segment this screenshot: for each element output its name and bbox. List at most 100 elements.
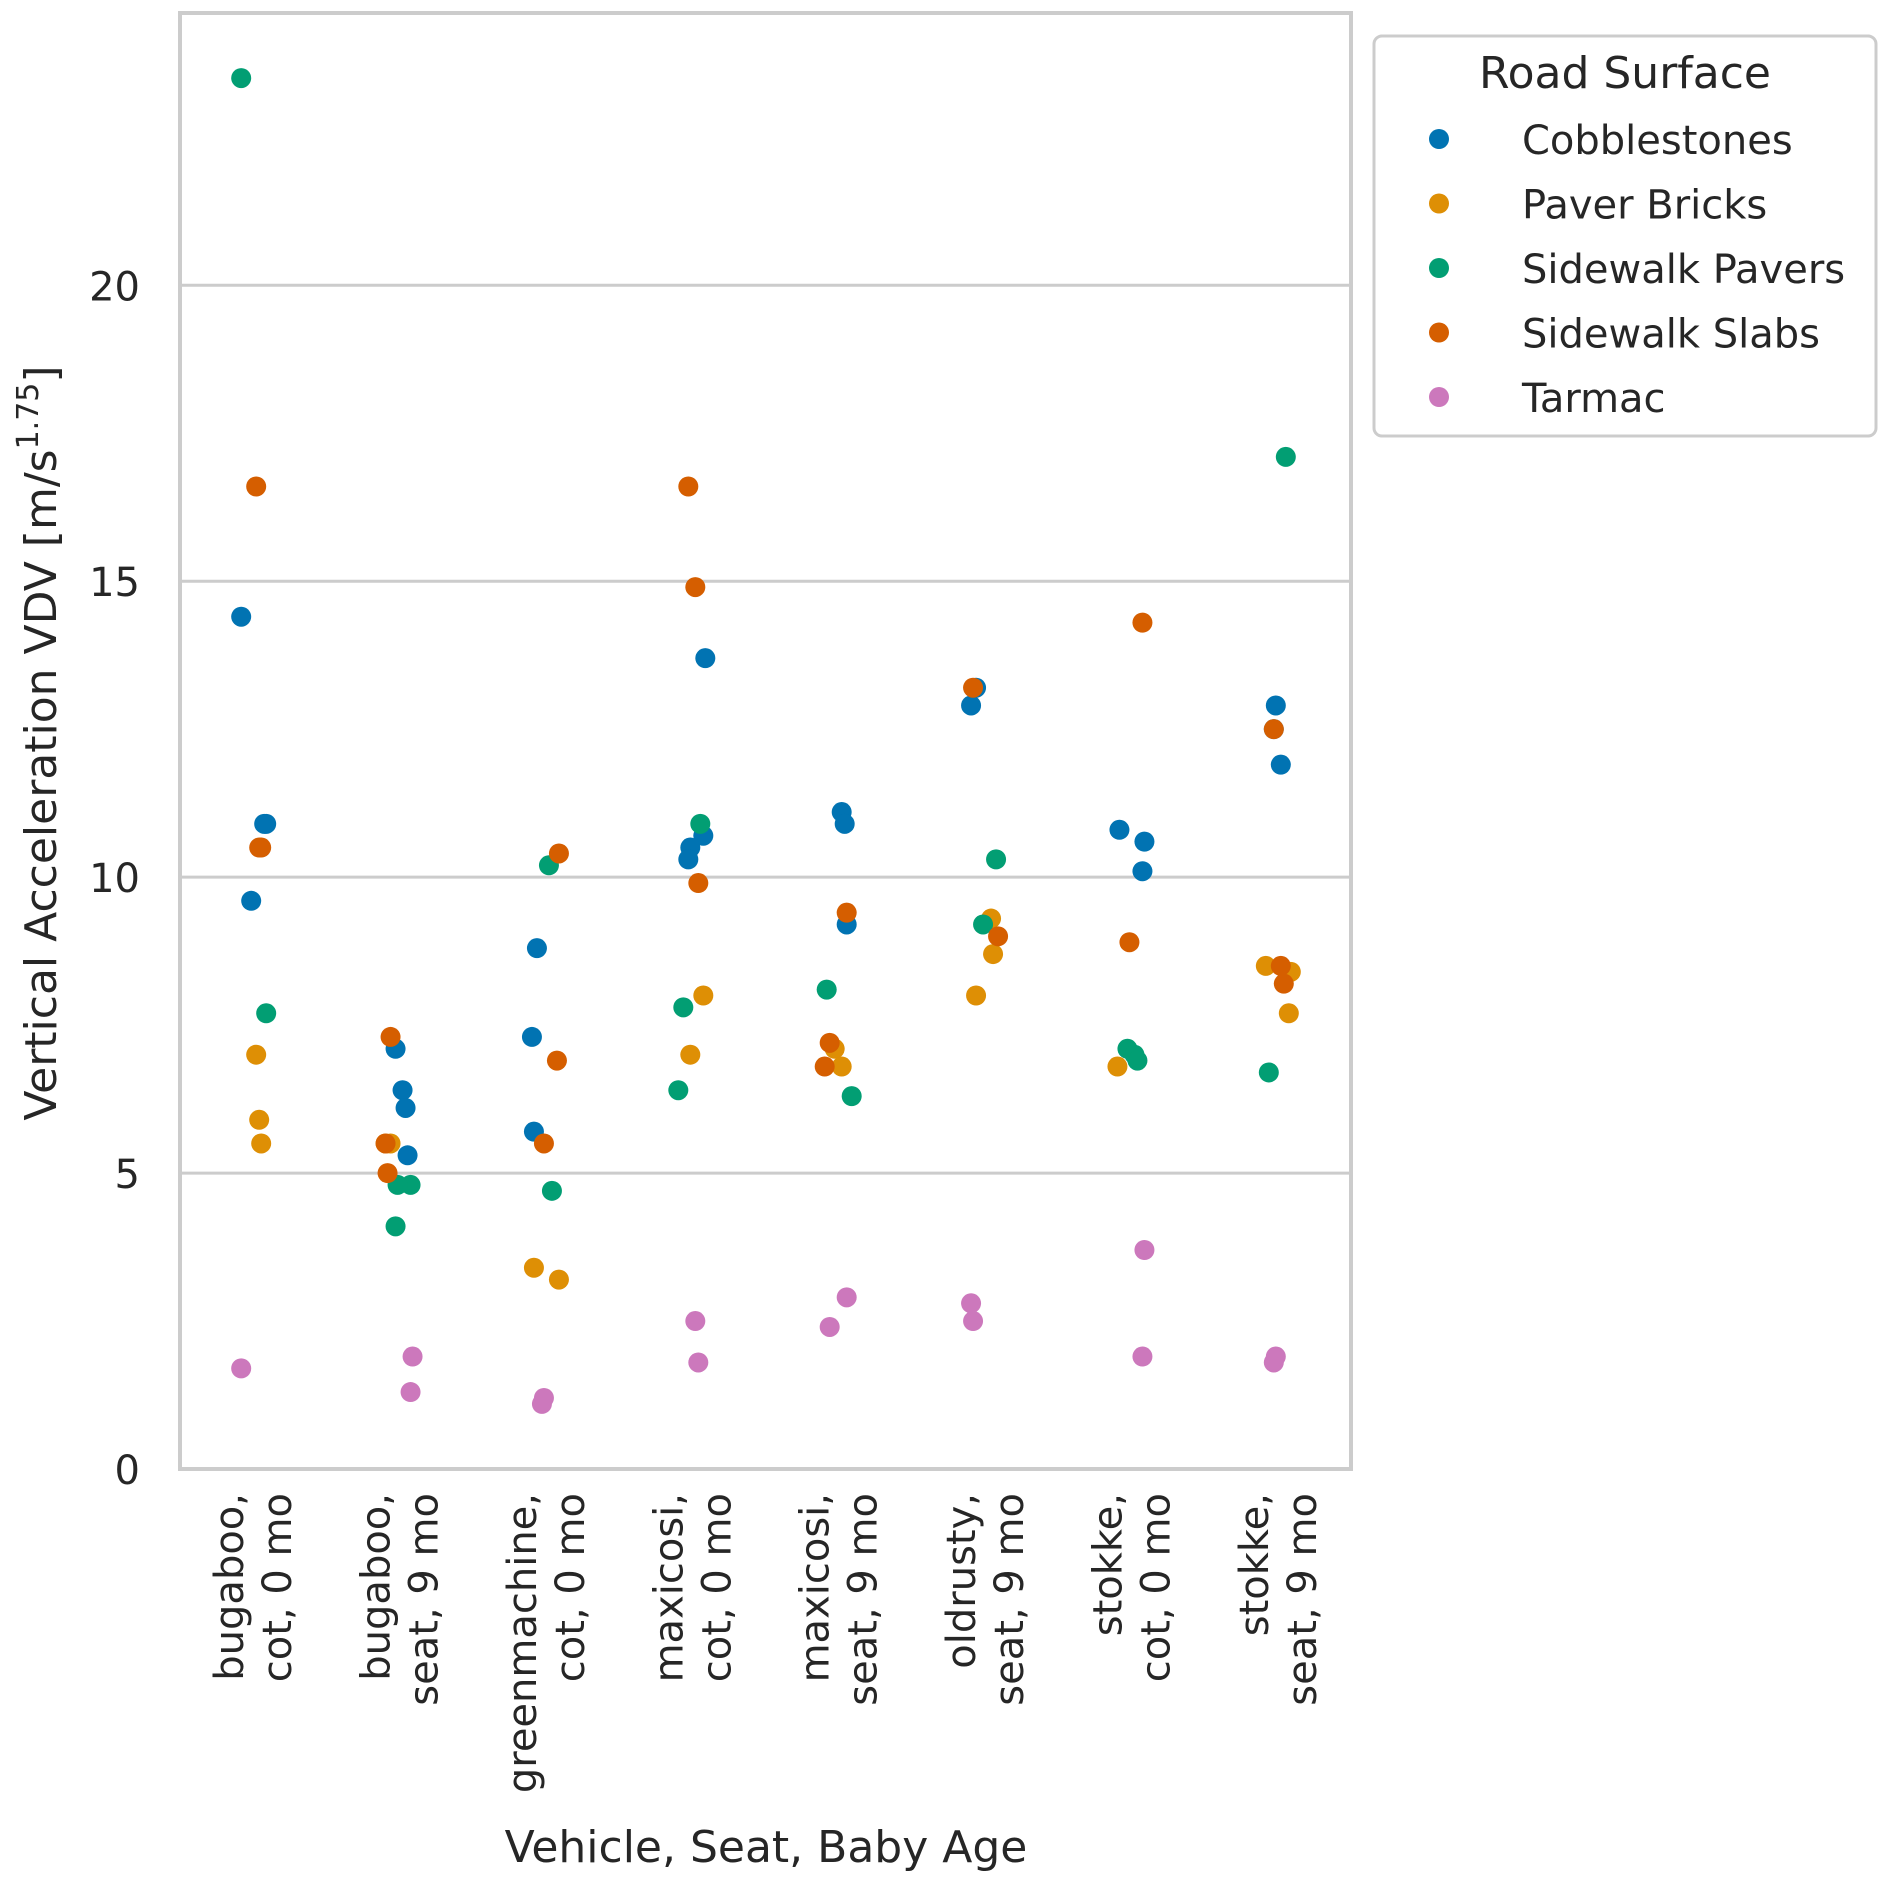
y-axis-label: Vertical Acceleration VDV [m/s1.75]: [11, 365, 67, 1120]
legend-label: Cobblestones: [1522, 118, 1793, 164]
data-point: [249, 1109, 270, 1130]
legend-marker: [1429, 322, 1449, 343]
y-tick-label: 0: [115, 1448, 140, 1494]
data-point: [1270, 955, 1291, 976]
data-point: [1109, 819, 1130, 840]
y-tick-labels: 0 5 10 15 20: [89, 264, 140, 1494]
x-tick-label-line: seat, 9 mo: [841, 1493, 887, 1706]
data-point: [256, 1003, 277, 1024]
data-point: [395, 1097, 416, 1118]
data-point: [1278, 1003, 1299, 1024]
x-tick-label-text: stokke,seat, 9 mo: [1232, 1493, 1326, 1706]
data-point: [831, 1056, 852, 1077]
x-tick-label-line: cot, 0 mo: [1133, 1493, 1179, 1682]
x-tick-label: bugaboo,seat, 9 mo: [354, 1493, 448, 1706]
y-tick-label: 5: [115, 1152, 140, 1198]
data-point: [254, 813, 275, 834]
x-tick-label-line: bugaboo,: [354, 1493, 400, 1681]
data-point: [241, 890, 262, 911]
data-point: [377, 1163, 398, 1184]
data-point: [1107, 1056, 1128, 1077]
data-point: [814, 1056, 835, 1077]
data-point: [375, 1133, 396, 1154]
data-point: [690, 813, 711, 834]
data-point: [819, 1316, 840, 1337]
data-point: [251, 1133, 272, 1154]
data-points: [231, 68, 1301, 1414]
data-point: [526, 938, 547, 959]
x-tick-label-line: cot, 0 mo: [694, 1493, 740, 1682]
x-tick-label: maxicosi,seat, 9 mo: [793, 1493, 887, 1706]
x-tick-label-line: cot, 0 mo: [548, 1493, 594, 1682]
plot-frame: [178, 11, 1353, 1471]
data-point: [963, 1311, 984, 1332]
data-point: [819, 1032, 840, 1053]
data-point: [231, 68, 252, 89]
x-tick-label-line: bugaboo,: [207, 1493, 253, 1681]
y-axis-label-main: Vertical Acceleration VDV [m/s: [16, 449, 67, 1120]
x-tick-label: bugaboo,cot, 0 mo: [207, 1493, 301, 1682]
legend-label: Paver Bricks: [1522, 183, 1767, 229]
data-point: [834, 813, 855, 834]
data-point: [380, 1026, 401, 1047]
data-point: [678, 849, 699, 870]
legend-box: [1372, 34, 1878, 438]
data-point: [963, 677, 984, 698]
y-axis-label-exponent: 1.75: [11, 383, 46, 450]
data-point: [1263, 719, 1284, 740]
legend-marker: [1429, 387, 1449, 407]
data-point: [1134, 1240, 1155, 1261]
x-tick-label-text: bugaboo,seat, 9 mo: [354, 1493, 448, 1706]
data-point: [533, 1133, 554, 1154]
data-point: [1273, 973, 1294, 994]
x-tick-label-line: maxicosi,: [793, 1493, 839, 1682]
legend-label: Sidewalk Slabs: [1522, 312, 1820, 358]
data-point: [548, 843, 569, 864]
data-point: [1258, 1062, 1279, 1083]
x-tick-label-line: oldrusty,: [939, 1493, 985, 1669]
data-point: [678, 476, 699, 497]
data-point: [1265, 695, 1286, 716]
data-point: [1263, 1352, 1284, 1373]
y-axis-label-close: ]: [16, 365, 67, 382]
y-tick-label: 10: [89, 856, 140, 902]
data-point: [548, 1269, 569, 1290]
data-point: [402, 1346, 423, 1367]
data-point: [1270, 754, 1291, 775]
x-tick-label: greenmachine,cot, 0 mo: [500, 1493, 594, 1793]
x-tick-label-text: greenmachine,cot, 0 mo: [500, 1493, 594, 1793]
x-tick-label: stokke,seat, 9 mo: [1232, 1493, 1326, 1706]
x-tick-label-text: maxicosi,seat, 9 mo: [793, 1493, 887, 1706]
data-point: [841, 1086, 862, 1107]
data-point: [392, 1080, 413, 1101]
data-point: [1132, 612, 1153, 633]
data-point: [400, 1382, 421, 1403]
data-point: [385, 1216, 406, 1237]
data-point: [546, 1050, 567, 1071]
legend-marker: [1429, 129, 1449, 149]
data-point: [988, 926, 1009, 947]
data-point: [986, 849, 1007, 870]
legend-title: Road Surface: [1479, 48, 1771, 99]
data-point: [685, 577, 706, 598]
legend-items: Cobblestones Paver Bricks Sidewalk Pavers S…: [1429, 118, 1845, 422]
x-tick-label-text: bugaboo,cot, 0 mo: [207, 1493, 301, 1682]
data-point: [973, 914, 994, 935]
data-point: [836, 902, 857, 923]
data-point: [246, 476, 267, 497]
x-tick-label-line: seat, 9 mo: [402, 1493, 448, 1706]
data-point: [961, 1293, 982, 1314]
legend-label: Tarmac: [1521, 376, 1666, 422]
legend-marker: [1429, 258, 1449, 278]
x-tick-label: oldrusty,seat, 9 mo: [939, 1493, 1033, 1706]
x-tick-label-line: cot, 0 mo: [255, 1493, 301, 1682]
data-point: [231, 606, 252, 627]
data-point: [961, 695, 982, 716]
data-point: [685, 1311, 706, 1332]
data-point: [816, 979, 837, 1000]
data-point: [523, 1257, 544, 1278]
data-point: [397, 1145, 418, 1166]
x-tick-label-text: oldrusty,seat, 9 mo: [939, 1493, 1033, 1706]
data-point: [983, 944, 1004, 965]
data-point: [673, 997, 694, 1018]
